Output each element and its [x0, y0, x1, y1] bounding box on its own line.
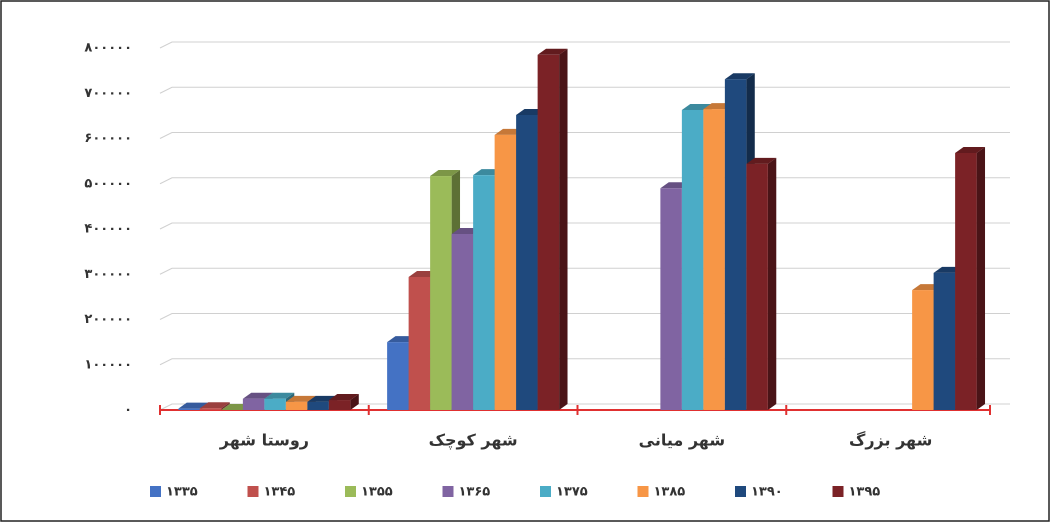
bar-front [703, 109, 725, 411]
bar-front [537, 54, 560, 410]
bar-front [933, 272, 956, 410]
bar-top [430, 170, 461, 177]
bar-side [221, 402, 230, 410]
bar-top [724, 73, 755, 80]
legend-swatch [637, 486, 649, 497]
bar-front [746, 163, 768, 410]
bar-front [199, 408, 222, 410]
bar-front [681, 109, 704, 411]
x-tick-label: شهر کوچک [429, 431, 518, 451]
bar-top [242, 392, 273, 399]
bar-front [473, 175, 495, 410]
bar-front [328, 400, 351, 410]
bar-front [912, 290, 934, 410]
y-tick-label: ۳۰۰۰۰۰ [84, 267, 132, 282]
x-tick-label: روستا شهر [219, 431, 309, 450]
legend-swatch [247, 486, 259, 497]
bar-front [660, 188, 682, 410]
bar-front [242, 398, 265, 410]
bar-top [178, 402, 209, 409]
legend-label: ۱۳۷۵ [556, 485, 588, 500]
y-tick-label: ۴۰۰۰۰۰ [84, 222, 132, 237]
bar-front [494, 134, 517, 410]
y-tick-label: ۱۰۰۰۰۰ [84, 357, 132, 372]
legend-swatch [735, 486, 746, 497]
y-tick-label: ۶۰۰۰۰۰ [84, 131, 132, 146]
bar-front [516, 114, 538, 410]
legend-label: ۱۳۵۵ [361, 485, 393, 500]
bar-side [976, 146, 986, 411]
y-tick-label: ۵۰۰۰۰۰ [84, 176, 132, 191]
legend-label: ۱۳۶۵ [459, 485, 491, 500]
bar-top [264, 392, 295, 399]
legend-swatch [150, 486, 161, 497]
grid-line [159, 41, 1010, 49]
x-tick-label: شهر بزرگ [849, 431, 932, 450]
bar-top [537, 48, 568, 55]
bar-front [178, 408, 200, 410]
y-tick-label: ۷۰۰۰۰۰ [84, 86, 132, 101]
legend-label: ۱۳۹۰ [751, 485, 783, 500]
bar-side [767, 157, 777, 410]
legend-label: ۱۳۹۵ [849, 485, 881, 500]
legend-label: ۱۳۴۵ [264, 485, 296, 500]
y-tick-label: ۸۰۰۰۰۰ [84, 41, 132, 56]
legend-swatch [832, 486, 844, 497]
legend-swatch [442, 486, 454, 497]
bar-front [285, 401, 308, 410]
bar-top [746, 157, 777, 164]
bar [537, 48, 568, 410]
bar [328, 394, 359, 410]
bar-top [328, 394, 359, 401]
y-tick-label: ۰ [124, 403, 132, 418]
bar-side [559, 48, 568, 410]
legend-label: ۱۳۸۵ [654, 485, 686, 500]
bar-front [408, 276, 431, 410]
y-tick-label: ۲۰۰۰۰۰ [84, 312, 132, 327]
x-tick-label: شهر میانی [639, 431, 725, 450]
legend-label: ۱۳۳۵ [166, 485, 198, 500]
bar-front [387, 342, 409, 410]
bar-front [724, 79, 747, 410]
bar-front [955, 152, 977, 411]
legend-swatch [540, 486, 551, 497]
bar-top [955, 146, 986, 153]
bar-top [285, 395, 316, 402]
bar [199, 402, 230, 410]
bar-front [264, 398, 286, 410]
bar-front [451, 233, 474, 410]
bar [955, 146, 986, 411]
bar [746, 157, 777, 410]
bar-side [350, 394, 359, 410]
legend-swatch [345, 486, 356, 497]
bar-front [430, 176, 452, 410]
bar-front [307, 401, 329, 410]
bar-top [199, 402, 230, 409]
